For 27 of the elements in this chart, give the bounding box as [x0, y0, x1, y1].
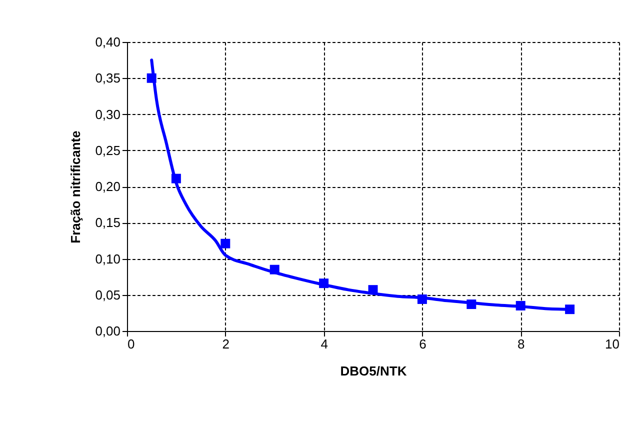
- point: [516, 300, 526, 310]
- y-tick-label: 0,30: [95, 106, 120, 122]
- y-tick-label: 0,00: [95, 324, 120, 338]
- point: [319, 278, 329, 288]
- point: [466, 300, 476, 310]
- x-tick-label: 2: [222, 336, 230, 352]
- point: [220, 238, 230, 248]
- point: [565, 304, 575, 314]
- x-tick-label: 8: [517, 336, 525, 352]
- y-tick-label: 0,15: [95, 215, 120, 230]
- y-tick-label: 0,25: [95, 142, 120, 158]
- x-axis-title: DBO5/NTK: [340, 364, 408, 378]
- point: [270, 264, 280, 274]
- y-tick-label: 0,05: [95, 287, 120, 302]
- y-tick-label: 0,35: [95, 70, 120, 86]
- x-tick-label: 10: [605, 336, 620, 352]
- point: [417, 294, 427, 304]
- y-tick-label: 0,10: [95, 251, 120, 266]
- point: [171, 174, 181, 184]
- y-tick-label: 0,40: [95, 34, 120, 50]
- x-tick-label: 0: [128, 336, 135, 352]
- x-tick-label: 4: [320, 336, 328, 352]
- y-axis-title: Fração nitrificante: [68, 130, 84, 244]
- y-tick-label: 0,20: [95, 179, 120, 194]
- point: [146, 73, 156, 83]
- x-tick-label: 6: [419, 336, 426, 352]
- point: [368, 285, 378, 295]
